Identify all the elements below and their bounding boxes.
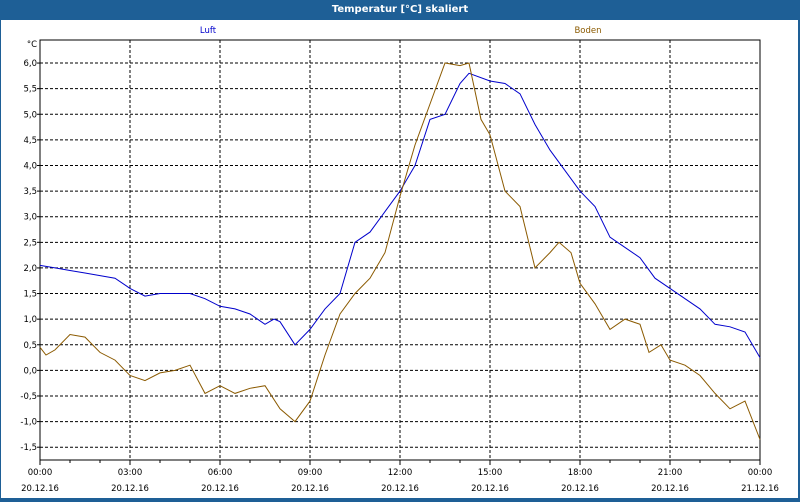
legend-entry-luft: Luft [200,26,217,36]
series-line-luft [39,72,761,358]
y-tick-label: 5,0 [23,110,37,120]
chart-panel: 6,0 5,5 5,0 4,5 4,0 3,5 3,0 2,5 2,0 1,5 1,0 0,5 0,0 -… [1,20,798,498]
y-tick-label: -1,0 [20,418,37,428]
y-tick-label: 0,0 [23,366,37,376]
x-tick-label-date: 20.12.16 [381,484,419,494]
y-tick-label: -1,5 [20,443,37,453]
y-tick-label: 5,5 [23,85,37,95]
x-tick-label-date: 20.12.16 [201,484,239,494]
y-tick-label: 6,0 [23,59,37,69]
x-tick-label-time: 03:00 [118,468,143,478]
y-tick-label: 2,0 [23,264,37,274]
y-tick-label: 2,5 [23,238,37,248]
y-tick-label: 3,0 [23,213,37,223]
y-tick-label: 4,0 [23,161,37,171]
x-tick-label-date: 21.12.16 [741,484,779,494]
plot-frame [39,39,761,461]
x-tick-label-time: 09:00 [298,468,323,478]
x-tick-label-time: 21:00 [658,468,683,478]
y-tick-label: 1,0 [23,315,37,325]
x-tick-label-time: 15:00 [478,468,503,478]
window-title: Temperatur [°C] skaliert [331,4,469,15]
x-tick-label-time: 00:00 [28,468,53,478]
x-tick-label-date: 20.12.16 [561,484,599,494]
x-tick-label-time: 18:00 [568,468,593,478]
y-tick-label: -0,5 [20,392,37,402]
y-tick-label: 0,5 [23,341,37,351]
y-tick-label: 1,5 [23,290,37,300]
x-tick-label-time: 06:00 [208,468,233,478]
x-tick-label-date: 20.12.16 [471,484,509,494]
y-tick-label: 4,5 [23,136,37,146]
x-tick-label-date: 20.12.16 [21,484,59,494]
x-tick-label-date: 20.12.16 [651,484,689,494]
x-tick-label-time: 12:00 [388,468,413,478]
series-line-boden [39,62,761,440]
x-tick-label-date: 20.12.16 [291,484,329,494]
y-axis-label: °C [27,40,37,50]
x-tick-label-time: 00:00 [748,468,773,478]
legend-entry-boden: Boden [574,26,601,36]
y-tick-label: 3,5 [23,187,37,197]
temperature-chart: 6,0 5,5 5,0 4,5 4,0 3,5 3,0 2,5 2,0 1,5 1,0 0,5 0,0 -… [20,26,779,494]
x-tick-label-date: 20.12.16 [111,484,149,494]
